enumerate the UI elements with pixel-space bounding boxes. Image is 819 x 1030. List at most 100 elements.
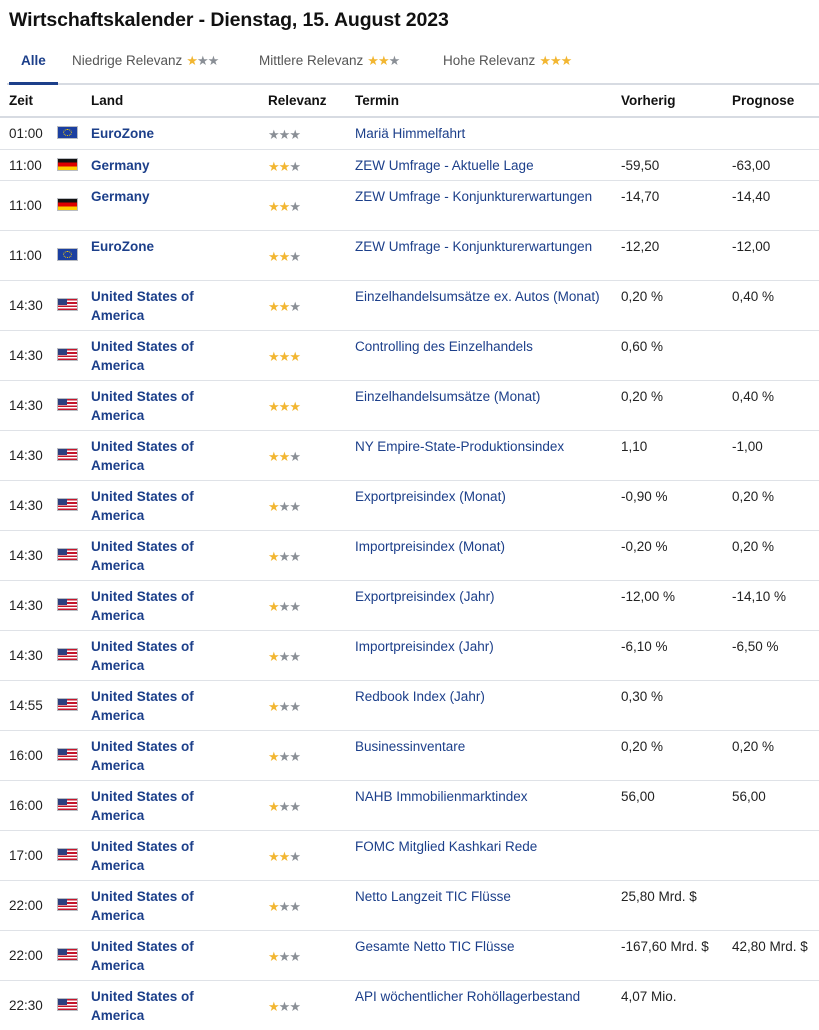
- us-flag-icon: [57, 448, 78, 461]
- event-link[interactable]: Einzelhandelsumsätze ex. Autos (Monat): [355, 289, 600, 304]
- event-link[interactable]: Importpreisindex (Monat): [355, 539, 506, 554]
- event-link[interactable]: ZEW Umfrage - Konjunkturerwartungen: [355, 239, 593, 254]
- active-tab-indicator: [9, 82, 58, 85]
- country-link[interactable]: United States of America: [91, 339, 194, 373]
- event-link[interactable]: FOMC Mitglied Kashkari Rede: [355, 839, 538, 854]
- table-row: 14:30 United States of America ★★★ Exportpr…: [0, 481, 819, 531]
- event-link[interactable]: Exportpreisindex (Jahr): [355, 589, 495, 604]
- tab-high-relevance[interactable]: Hohe Relevanz ★★★: [443, 48, 573, 83]
- relevance-stars-icon: ★★★: [268, 497, 301, 516]
- event-link[interactable]: Mariä Himmelfahrt: [355, 126, 466, 141]
- event-link[interactable]: ZEW Umfrage - Konjunkturerwartungen: [355, 189, 593, 204]
- country-link[interactable]: United States of America: [91, 539, 194, 573]
- event-time: 14:30: [9, 498, 43, 513]
- star-icon: ★: [289, 127, 301, 142]
- column-header-forecast: Prognose: [732, 93, 795, 108]
- event-link[interactable]: Netto Langzeit TIC Flüsse: [355, 889, 511, 904]
- us-flag-icon: [57, 548, 78, 561]
- country-link[interactable]: United States of America: [91, 689, 194, 723]
- previous-value: 56,00: [621, 789, 655, 804]
- country-link[interactable]: United States of America: [91, 389, 194, 423]
- relevance-stars-icon: ★★★: [268, 597, 301, 616]
- us-flag-icon: [57, 998, 78, 1011]
- star-icon: ★: [268, 799, 280, 814]
- forecast-value: 0,20 %: [732, 739, 775, 754]
- country-link[interactable]: United States of America: [91, 639, 194, 673]
- table-row: 14:30 United States of America ★★★ Controll…: [0, 331, 819, 381]
- event-link[interactable]: Importpreisindex (Jahr): [355, 639, 494, 654]
- relevance-stars-icon: ★★★: [268, 897, 301, 916]
- us-flag-icon: [57, 648, 78, 661]
- country-link[interactable]: EuroZone: [91, 126, 154, 141]
- event-link[interactable]: Exportpreisindex (Monat): [355, 489, 506, 504]
- star-icon: ★: [196, 53, 209, 68]
- star-icon: ★: [278, 649, 291, 664]
- star-icon: ★: [268, 127, 280, 142]
- country-link[interactable]: United States of America: [91, 439, 194, 473]
- event-link[interactable]: Redbook Index (Jahr): [355, 689, 485, 704]
- country-link[interactable]: United States of America: [91, 939, 194, 973]
- relevance-stars-icon: ★★★: [268, 197, 301, 216]
- event-time: 14:55: [9, 698, 43, 713]
- relevance-stars-icon: ★★★: [268, 797, 301, 816]
- country-link[interactable]: Germany: [91, 158, 150, 173]
- star-icon: ★: [289, 649, 301, 664]
- relevance-stars-icon: ★★★: [539, 48, 573, 74]
- star-icon: ★: [289, 199, 301, 214]
- country-link[interactable]: Germany: [91, 189, 150, 204]
- forecast-value: -12,00: [732, 239, 771, 254]
- event-time: 22:30: [9, 998, 43, 1013]
- event-time: 11:00: [9, 248, 42, 263]
- country-link[interactable]: EuroZone: [91, 239, 154, 254]
- country-link[interactable]: United States of America: [91, 789, 194, 823]
- country-link[interactable]: United States of America: [91, 889, 194, 923]
- country-link[interactable]: United States of America: [91, 739, 194, 773]
- table-row: 14:30 United States of America ★★★ NY Empir…: [0, 431, 819, 481]
- star-icon: ★: [268, 649, 280, 664]
- previous-value: 1,10: [621, 439, 648, 454]
- country-link[interactable]: United States of America: [91, 489, 194, 523]
- us-flag-icon: [57, 848, 78, 861]
- star-icon: ★: [289, 799, 301, 814]
- relevance-stars-icon: ★★★: [268, 997, 301, 1016]
- column-header-event: Termin: [355, 93, 400, 108]
- event-time: 11:00: [9, 198, 42, 213]
- table-row: 11:00 Germany ★★★ ZEW Umfrage - Konjunkture…: [0, 181, 819, 231]
- event-link[interactable]: Businessinventare: [355, 739, 466, 754]
- star-icon: ★: [367, 53, 379, 68]
- relevance-stars-icon: ★★★: [268, 697, 301, 716]
- event-link[interactable]: API wöchentlicher Rohöllagerbestand: [355, 989, 581, 1004]
- star-icon: ★: [289, 299, 301, 314]
- table-row: 14:55 United States of America ★★★ Redbook …: [0, 681, 819, 731]
- tab-all[interactable]: Alle: [9, 48, 58, 85]
- tab-low-relevance[interactable]: Niedrige Relevanz ★★★: [72, 48, 219, 83]
- event-link[interactable]: NY Empire-State-Produktionsindex: [355, 439, 565, 454]
- event-link[interactable]: Gesamte Netto TIC Flüsse: [355, 939, 515, 954]
- country-link[interactable]: United States of America: [91, 839, 194, 873]
- star-icon: ★: [289, 699, 301, 714]
- event-link[interactable]: Controlling des Einzelhandels: [355, 339, 533, 354]
- tab-medium-relevance[interactable]: Mittlere Relevanz ★★★: [259, 48, 400, 83]
- relevance-stars-icon: ★★★: [367, 48, 400, 74]
- star-icon: ★: [268, 349, 280, 364]
- us-flag-icon: [57, 698, 78, 711]
- star-icon: ★: [560, 53, 573, 68]
- star-icon: ★: [268, 899, 280, 914]
- table-row: 16:00 United States of America ★★★ Business…: [0, 731, 819, 781]
- star-icon: ★: [278, 159, 291, 174]
- event-link[interactable]: Einzelhandelsumsätze (Monat): [355, 389, 541, 404]
- country-link[interactable]: United States of America: [91, 989, 194, 1023]
- event-time: 14:30: [9, 348, 43, 363]
- country-link[interactable]: United States of America: [91, 289, 194, 323]
- star-icon: ★: [278, 749, 291, 764]
- event-link[interactable]: NAHB Immobilienmarktindex: [355, 789, 528, 804]
- country-link[interactable]: United States of America: [91, 589, 194, 623]
- previous-value: -167,60 Mrd. $: [621, 939, 709, 954]
- forecast-value: -14,40: [732, 189, 771, 204]
- table-row: 11:00 EuroZone ★★★ ZEW Umfrage - Konjunktur…: [0, 231, 819, 281]
- relevance-stars-icon: ★★★: [268, 947, 301, 966]
- table-row: 14:30 United States of America ★★★ Einzelha…: [0, 381, 819, 431]
- event-link[interactable]: ZEW Umfrage - Aktuelle Lage: [355, 158, 534, 173]
- table-header: Zeit Land Relevanz Termin Vorherig Progn…: [0, 86, 819, 118]
- star-icon: ★: [539, 53, 551, 68]
